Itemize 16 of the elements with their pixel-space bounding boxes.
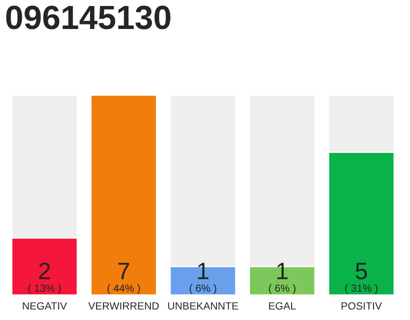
- chart-title: 096145130: [6, 6, 170, 30]
- data-label: 7: [118, 262, 130, 280]
- x-tick-label: EGAL: [269, 302, 296, 310]
- data-label: 1: [198, 262, 208, 280]
- data-label: 2: [39, 262, 50, 280]
- annotation: ( 6% ): [190, 284, 216, 294]
- annotation: ( 6% ): [268, 284, 296, 294]
- x-tick-label: VERWIRREND: [88, 302, 159, 310]
- x-tick-label: NEGATIV: [22, 302, 67, 310]
- x-tick-label: POSITIV: [342, 302, 382, 310]
- data-label: 1: [277, 262, 288, 280]
- annotation: ( 13% ): [28, 284, 61, 294]
- data-label: 5: [356, 262, 367, 280]
- annotation: ( 44% ): [108, 284, 140, 294]
- annotation: ( 31% ): [345, 284, 378, 294]
- x-tick-label: UNBEKANNTE: [168, 302, 238, 310]
